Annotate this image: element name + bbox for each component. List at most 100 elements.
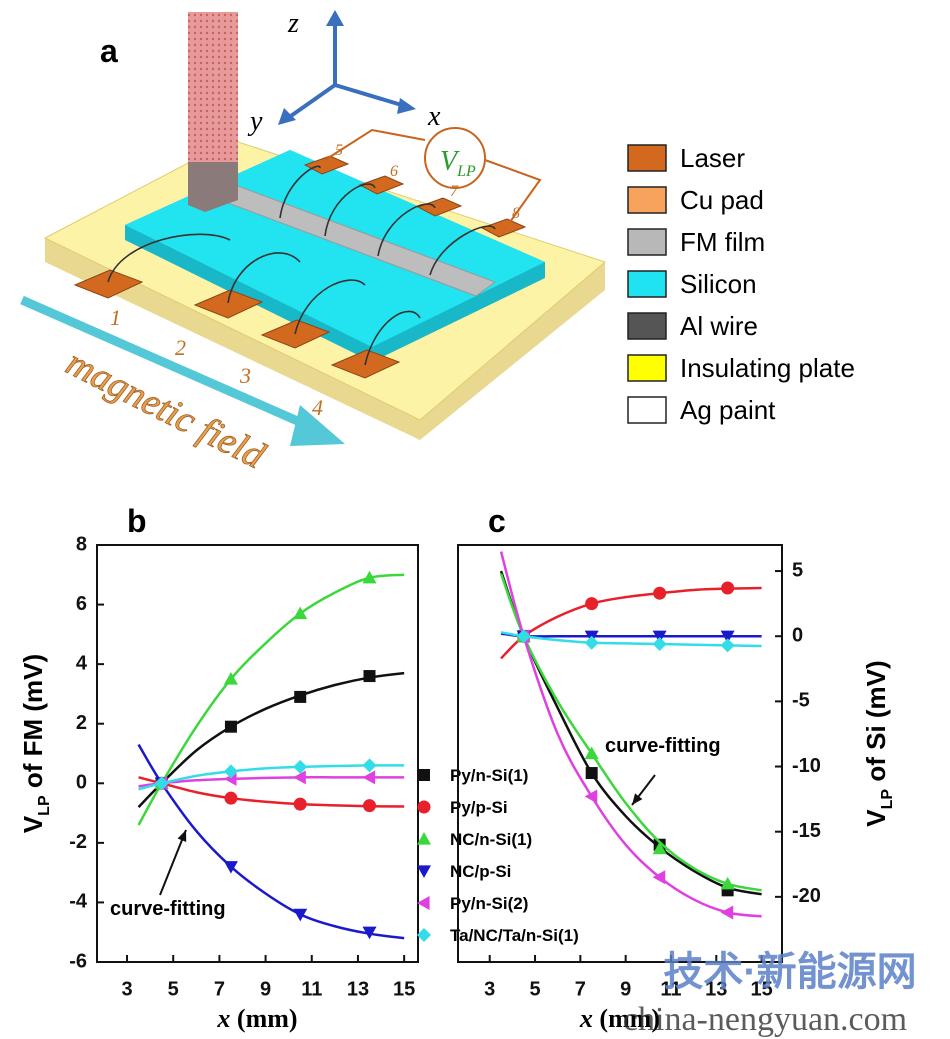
x-tick-label: 15 [393,978,415,1000]
y-sub: LP [879,789,896,810]
annotation-arrowhead [178,830,187,842]
legend-swatch [628,145,666,171]
marker [721,638,735,652]
x-axis-label: x (mm) [216,1004,297,1033]
pad-label: 7 [450,183,459,200]
fit-curve [501,571,762,894]
y-tick-label: -15 [792,820,821,842]
marker [586,767,598,779]
y-tick-label: 0 [792,625,803,647]
x-tick-label: 5 [168,978,179,1000]
x-tick-label: 3 [121,978,132,1000]
x-tick-label: 9 [620,978,631,1000]
pad-label: 4 [312,395,323,420]
x-tick-label: 13 [347,978,369,1000]
coordinate-axes [288,22,405,118]
marker [294,691,306,703]
legend-marker [417,832,431,845]
pad-label: 5 [335,142,343,159]
x-tick-label: 7 [214,978,225,1000]
pad-label: 6 [390,163,398,180]
y-rest: of Si (mV) [861,660,891,789]
panel-label: c [488,503,506,539]
x-tick-label: 9 [260,978,271,1000]
marker [721,582,734,595]
pad-label: 3 [239,363,251,388]
y-main: V [861,809,891,827]
legend-label: Al wire [680,311,758,341]
panel-label: b [127,503,147,539]
legend-swatch [628,271,666,297]
pad-label: 8 [512,205,520,222]
axis-z: z [287,8,299,39]
v-sub: LP [456,163,476,180]
legend-label: Py/n-Si(1) [450,766,528,785]
y-tick-label: 2 [76,712,87,734]
legend-swatch [628,313,666,339]
x-tick-label: 5 [529,978,540,1000]
y-tick-label: -20 [792,885,821,907]
legend-swatch [628,355,666,381]
legend-label: Silicon [680,269,757,299]
y-rest: of FM (mV) [18,654,48,796]
legend-label: NC/n-Si(1) [450,830,532,849]
marker [721,905,734,919]
legend-marker [418,801,431,814]
panel-label: a [100,33,118,69]
legend-label: NC/p-Si [450,862,511,881]
marker [363,758,377,772]
y-tick-label: 0 [76,772,87,794]
y-tick-label: -2 [69,831,87,853]
x-var: x [216,1004,230,1033]
legend-marker [418,769,430,781]
watermark: 技术·新能源网 [663,950,916,994]
legend-a: LaserCu padFM filmSiliconAl wireInsulati… [628,143,855,425]
y-main: V [18,815,48,833]
y-tick-label: -4 [69,891,88,913]
y-tick-label: -10 [792,755,821,777]
panel-a-diagram: VLP z y x 1 2 3 4 5 6 7 8 magnetic field… [22,8,605,478]
annotation-arrowhead [632,793,642,805]
legend-label: Cu pad [680,185,764,215]
x-var: x [579,1004,593,1033]
y-tick-label: 4 [76,652,88,674]
fit-curve [501,574,762,891]
figure: VLP z y x 1 2 3 4 5 6 7 8 magnetic field… [0,0,950,1039]
legend-label: Ta/NC/Ta/n-Si(1) [450,926,579,945]
legend-marker [417,865,431,878]
fit-curve [501,552,762,917]
x-tick-label: 7 [575,978,586,1000]
marker [585,597,598,610]
laser-beam [188,12,238,162]
annotation: curve-fitting [605,735,721,757]
y-tick-label: 8 [76,533,87,555]
marker [224,792,237,805]
pad-label: 2 [175,335,186,360]
y-tick-label: -5 [792,690,810,712]
legend-swatch [628,397,666,423]
x-unit: (mm) [237,1004,298,1033]
y-tick-label: 6 [76,593,87,615]
x-tick-label: 11 [301,978,322,1000]
legend-swatch [628,187,666,213]
fit-curve [501,588,762,658]
axis-x: x [427,101,441,132]
marker [653,587,666,600]
marker [585,636,599,650]
legend-label: Py/n-Si(2) [450,894,528,913]
marker [363,799,376,812]
axis-y: y [247,106,263,137]
y-sub: LP [36,795,53,816]
marker [363,770,376,784]
legend-label: Ag paint [680,395,776,425]
marker [293,909,307,922]
y-tick-label: 5 [792,559,803,581]
y-axis-label: VLP of FM (mV) [18,654,53,833]
legend-swatch [628,229,666,255]
legend-label: Laser [680,143,745,173]
annotation: curve-fitting [110,898,226,920]
marker [585,790,598,804]
watermark: china-nengyuan.com [623,1001,907,1038]
marker [294,798,307,811]
marker [293,607,307,620]
